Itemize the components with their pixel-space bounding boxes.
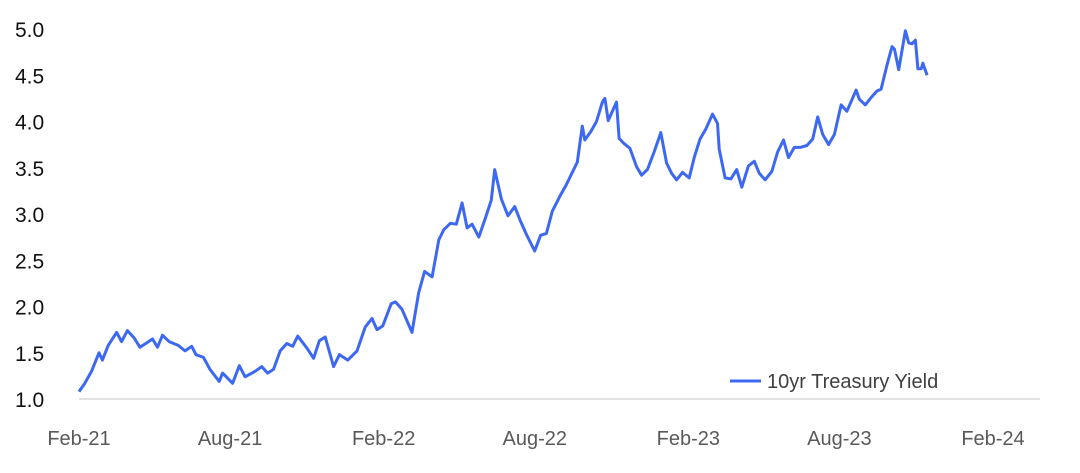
y-tick-label: 5.0 (15, 19, 44, 42)
x-axis-tick-labels: Feb-21 Aug-21 Feb-22 Aug-22 Feb-23 Aug-23 Feb-… (47, 428, 1024, 450)
legend-label: 10yr Treasury Yield (767, 371, 938, 393)
x-tick-label: Aug-22 (502, 428, 567, 450)
x-tick-label: Feb-22 (352, 428, 415, 450)
y-tick-label: 3.0 (15, 204, 44, 227)
y-tick-label: 1.5 (15, 343, 44, 366)
y-tick-label: 3.5 (15, 158, 44, 181)
y-axis-tick-labels: 1.0 1.5 2.0 2.5 3.0 3.5 4.0 4.5 5.0 (15, 19, 44, 412)
x-tick-label: Feb-23 (657, 428, 720, 450)
series-line-10yr-treasury-yield (77, 29, 929, 393)
y-tick-label: 2.0 (15, 297, 44, 320)
y-tick-label: 4.5 (15, 65, 44, 88)
x-tick-label: Feb-21 (47, 428, 110, 450)
x-tick-label: Aug-21 (198, 428, 263, 450)
legend: 10yr Treasury Yield (730, 371, 938, 393)
x-tick-label: Aug-23 (807, 428, 872, 450)
y-tick-label: 1.0 (15, 389, 44, 412)
y-tick-label: 4.0 (15, 112, 44, 135)
y-tick-label: 2.5 (15, 250, 44, 273)
x-tick-label: Feb-24 (961, 428, 1024, 450)
